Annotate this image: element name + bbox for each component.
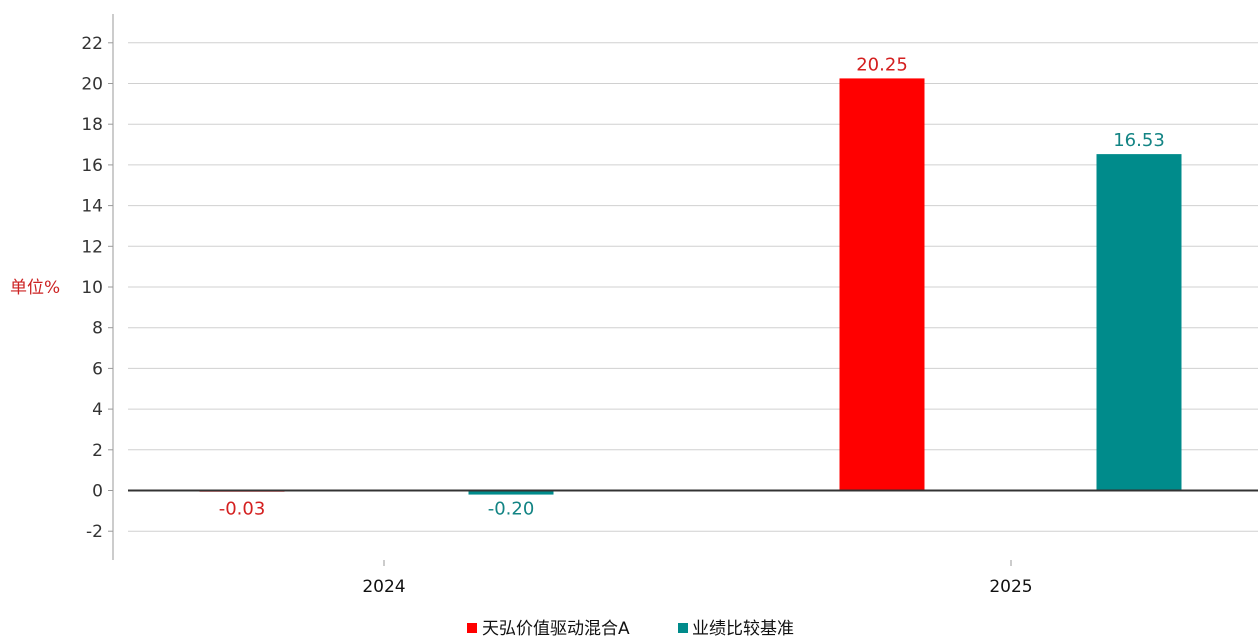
y-tick-label: 18: [81, 115, 103, 135]
y-tick-label: 2: [92, 441, 103, 461]
y-tick-label: 14: [81, 197, 103, 217]
legend: 天弘价值驱动混合A 业绩比较基准: [467, 619, 794, 639]
y-tick-label: 4: [92, 400, 103, 420]
y-tick-label: 16: [81, 156, 103, 176]
bar: [1096, 154, 1182, 491]
x-axis: 2024 2025: [128, 489, 1258, 597]
y-tick-label: -2: [86, 522, 103, 542]
y-axis-label: 单位%: [10, 278, 60, 298]
legend-entry: 业绩比较基准: [692, 619, 794, 639]
data-label: 16.53: [1113, 130, 1165, 151]
legend-swatch: [678, 623, 688, 633]
data-label: -0.20: [488, 499, 535, 520]
bars: [199, 78, 1182, 495]
x-tick-label: 2025: [989, 577, 1032, 597]
y-tick-label: 20: [81, 75, 103, 95]
y-axis: -2 0 2 4 6 8 10 12 14 16 18 20 22: [81, 14, 114, 560]
y-tick-label: 10: [81, 278, 103, 298]
data-labels: -0.03 20.25 -0.20 16.53: [219, 54, 1165, 519]
bar: [468, 490, 554, 495]
legend-swatch: [467, 623, 477, 633]
y-tick-label: 0: [92, 482, 103, 502]
grid-lines: [128, 42, 1258, 532]
y-tick-label: 6: [92, 359, 103, 379]
data-label: 20.25: [856, 54, 908, 75]
data-label: -0.03: [219, 499, 266, 520]
y-tick-label: 12: [81, 237, 103, 257]
x-tick-label: 2024: [362, 577, 405, 597]
y-tick-label: 8: [92, 319, 103, 339]
bar: [839, 78, 925, 491]
y-tick-label: 22: [81, 34, 103, 54]
legend-entry: 天弘价值驱动混合A: [482, 619, 630, 639]
